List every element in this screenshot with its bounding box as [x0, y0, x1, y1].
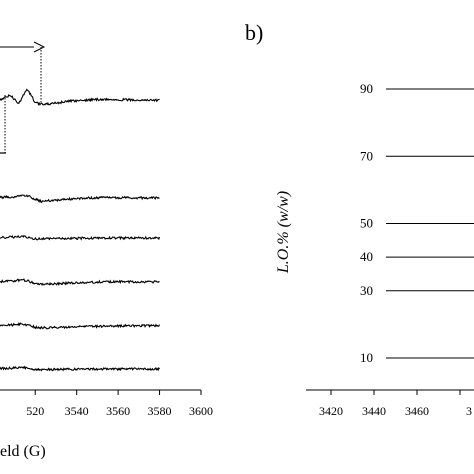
arrow-head-icon	[33, 41, 46, 53]
panel-b-x-tick-label: 3	[466, 404, 472, 418]
panel-a-bracket-annotation	[0, 41, 46, 154]
panel-a-x-tick-label: 3580	[148, 404, 172, 418]
panel-b-x-tick-label: 3460	[405, 404, 429, 418]
panel-b-lo-label: 10	[360, 350, 373, 365]
panel-a-trace	[0, 322, 161, 330]
panel-b-lo-label: 30	[360, 283, 373, 298]
panel-a-trace	[0, 88, 160, 106]
panel-b-y-axis-title: L.O.% (w/w)	[275, 191, 292, 274]
panel-a-trace	[0, 194, 160, 204]
panel-b-lo-label: 50	[360, 216, 373, 231]
panel-b-x-tick-label: 3440	[362, 404, 386, 418]
panel-a-x-tick-label: 520	[26, 404, 44, 418]
panel-b-x-tick-label: 3420	[319, 404, 343, 418]
panel-a-x-axis-title: eld (G)	[0, 443, 46, 460]
panel-b-lo-label: 40	[360, 249, 373, 264]
panel-b: 3420 3440 3460 3 90 70 50 40 30 10	[306, 81, 474, 418]
panel-a-trace	[0, 278, 160, 287]
panel-b-label: b)	[245, 20, 263, 45]
panel-a-x-tick-label: 3540	[65, 404, 89, 418]
panel-b-lo-label: 90	[360, 81, 373, 96]
panel-a-x-tick-label: 3560	[106, 404, 130, 418]
panel-a: 520 3540 3560 3580 3600	[0, 41, 213, 418]
panel-a-trace	[0, 365, 161, 372]
panel-a-x-tick-label: 3600	[189, 404, 213, 418]
panel-a-trace	[0, 234, 161, 241]
panel-b-lo-label: 70	[360, 148, 373, 163]
